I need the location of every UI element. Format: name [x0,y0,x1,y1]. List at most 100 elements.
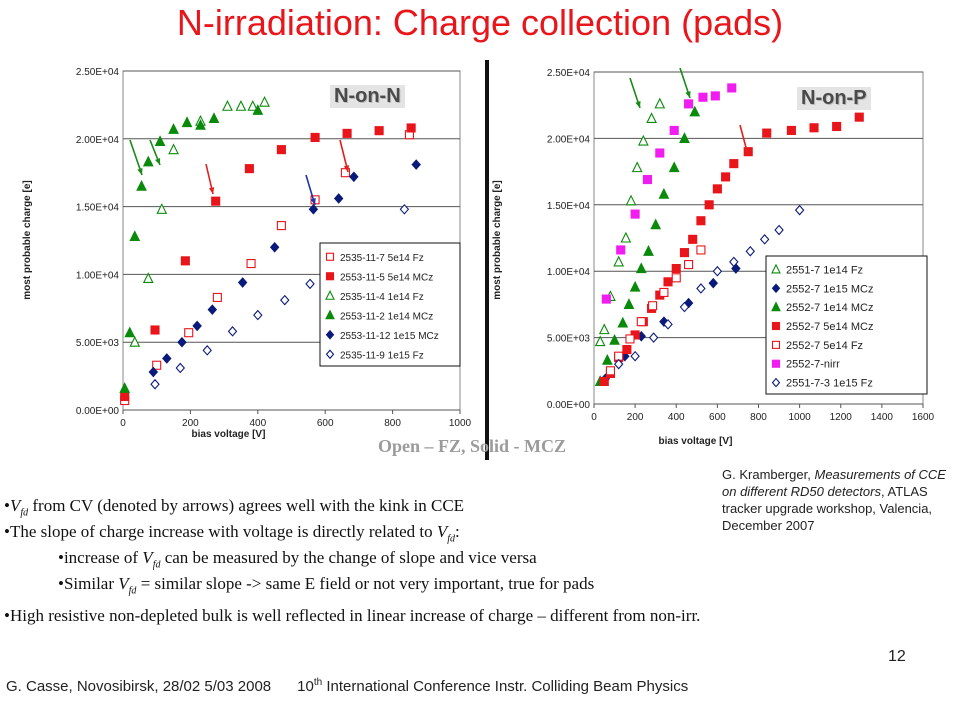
legend-entry: 2552-7-nirr [786,359,840,371]
legend-entry: 2553-11-12 1e15 MCz [340,331,439,342]
y-axis-label: most probable charge [e] [22,180,33,299]
bullet-2: •The slope of charge increase with volta… [4,522,460,544]
data-point [168,123,179,134]
legend [319,242,461,367]
data-point [601,294,611,304]
bullet-dot: • [4,496,10,515]
depletion-arrow [205,163,215,195]
data-point [668,161,680,173]
legend-marker [325,309,335,320]
data-point [150,325,160,335]
data-point [152,360,162,370]
depletion-arrow [679,67,691,99]
legend-entry: 2535-11-9 1e15 Fz [340,350,424,361]
y-axis-label: most probable charge [e] [492,180,503,299]
data-point [237,277,248,288]
data-point [622,345,632,355]
data-point [710,91,720,101]
data-point [162,353,172,364]
data-point [246,259,256,269]
bullet-post: from CV (denoted by arrows) agrees well … [28,496,465,515]
series-2 [120,123,416,401]
open-solid-note: Open – FZ, Solid - MCZ [378,436,567,456]
x-tick-label: 400 [668,412,685,423]
chart-2: 0.00E+00 5.00E+03 1.00E+04 1.50E+04 2.00E+04… [492,68,935,447]
data-point [259,95,270,107]
data-point [629,280,641,292]
data-point [156,203,168,214]
arrow-head [685,91,691,98]
bullet-sub: fd [152,559,161,571]
data-point [235,100,247,111]
data-point [625,194,637,206]
bullet-pre: High resistive non-depleted bulk is well… [9,606,701,625]
bullet-post: : [455,522,460,541]
data-point [745,245,756,257]
data-point [712,184,722,194]
y-tick-label: 2.00E+04 [547,134,591,145]
data-point [658,187,670,199]
data-point [832,121,842,131]
footer: G. Casse, Novosibirsk, 28/02 5/03 2008 10… [6,677,688,695]
data-point [654,97,666,109]
data-point [671,263,681,274]
data-point [671,273,681,283]
data-point [655,148,665,158]
data-point [211,196,221,206]
data-point [599,376,609,386]
depletion-arrow [305,174,316,206]
data-point [184,328,194,338]
bullet-sub: fd [128,585,137,597]
y-tick-label: 0.00E+00 [76,406,120,417]
chart-tag-n-on-n: N-on-N [330,85,405,108]
legend-marker [325,329,335,340]
data-point [212,292,222,303]
data-point [175,362,186,374]
legend-entry: 2552-7 5e14 MCz [786,321,873,333]
series-5 [148,159,421,378]
data-point [631,161,643,173]
data-point [605,366,616,376]
bullet-sub: fd [20,507,29,519]
reference-venue: , ATLAS tracker upgrade workshop, Valenc… [722,484,933,533]
data-point [406,123,416,133]
x-tick-label: 1000 [449,418,472,429]
data-point [411,159,421,170]
data-point [637,134,649,146]
data-point [202,345,212,356]
data-point [340,168,350,178]
data-point [308,203,319,215]
data-point [679,132,690,143]
data-point [663,318,673,330]
bullet-dot: • [58,574,64,593]
bullet-5: •High resistive non-depleted bulk is wel… [4,606,700,628]
data-point [119,382,131,393]
data-point [630,350,640,362]
arrow-head [310,198,316,205]
series-4 [119,104,264,393]
data-point [310,132,320,142]
y-tick-label: 2.50E+04 [76,67,120,78]
data-point [244,164,254,174]
bullet-pre: Similar [63,574,119,593]
data-point [696,216,706,226]
data-point [679,301,690,313]
arrow-head [635,101,641,108]
data-point [620,231,632,243]
data-point [276,221,286,231]
series-7 [613,204,805,370]
bullet-post: = similar slope -> same E field or not v… [136,574,595,593]
series-1 [594,97,666,347]
legend-entry: 2552-7 5e14 Fz [786,340,863,352]
bullet-dot: • [4,522,10,541]
data-point [374,126,384,136]
y-tick-label: 1.00E+04 [76,270,120,281]
data-point [648,301,658,311]
data-point [617,316,629,328]
legend-entry: 2551-7 1e14 Fz [786,264,863,276]
data-point [669,125,679,135]
data-point [689,105,701,117]
data-point [708,277,718,289]
bullet-1: •Vfd from CV (denoted by arrows) agrees … [4,496,464,518]
data-point [609,334,620,345]
